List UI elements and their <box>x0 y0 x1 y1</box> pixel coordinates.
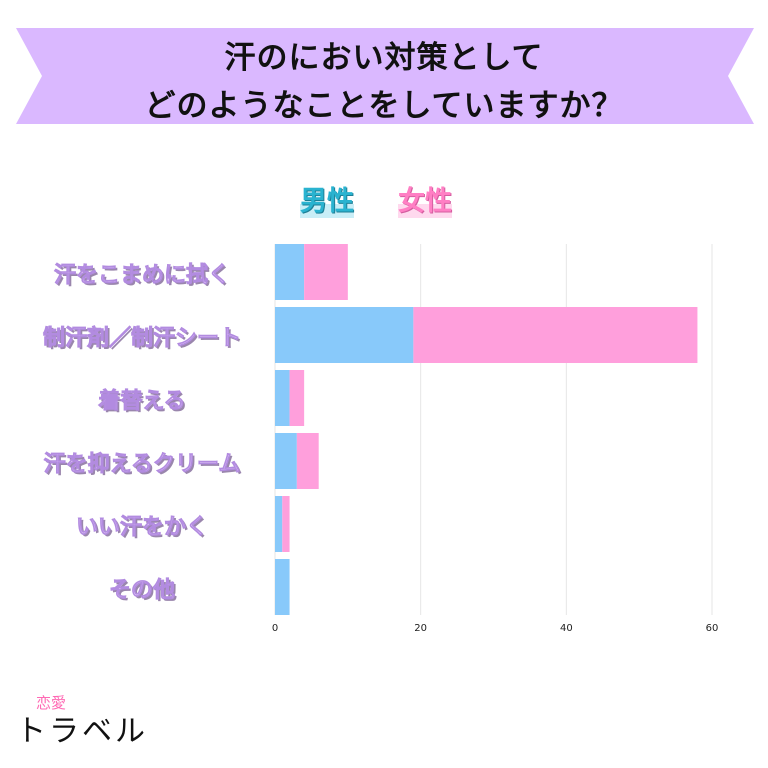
category-label: 制汗剤／制汗シート <box>42 326 242 352</box>
x-tick-labels: 0 20 40 60 <box>272 623 719 634</box>
category-label: その他 <box>108 578 176 604</box>
bars <box>275 244 698 615</box>
bar-male <box>275 496 283 552</box>
bar-female <box>289 370 305 426</box>
bar-female <box>296 433 319 489</box>
legend-female-label: 女性 <box>398 186 452 217</box>
bar-male <box>275 559 290 615</box>
bar-female <box>304 244 348 300</box>
legend-female: 女性 <box>398 184 452 220</box>
x-tick-label: 0 <box>272 623 278 634</box>
category-label: 汗を抑えるクリーム <box>43 452 241 478</box>
x-tick-label: 60 <box>706 623 719 634</box>
banner-shape <box>16 28 754 124</box>
bar-female <box>413 307 698 363</box>
legend-male-label: 男性 <box>300 186 354 217</box>
x-tick-label: 40 <box>560 623 573 634</box>
category-label: 汗をこまめに拭く <box>53 263 231 289</box>
bar-male <box>275 307 414 363</box>
grid-lines <box>274 244 713 615</box>
title-line-2: どのようなことをしていますか？ <box>144 88 624 124</box>
bar-male <box>275 244 305 300</box>
title-banner: 汗のにおい対策として どのようなことをしていますか？ <box>0 0 768 150</box>
category-label: いい汗をかく <box>75 515 209 541</box>
category-label: 着替える <box>98 389 186 415</box>
brand-logo: 恋愛 トラベル <box>10 692 150 752</box>
legend-male: 男性 <box>300 184 354 220</box>
bar-female <box>282 496 290 552</box>
title-line-1: 汗のにおい対策として <box>224 40 544 76</box>
bar-male <box>275 433 297 489</box>
banner-ribbon <box>16 28 754 124</box>
brand-logo-small: 恋愛 <box>36 694 67 712</box>
brand-logo-main: トラベル <box>16 714 148 749</box>
x-tick-label: 20 <box>414 623 427 634</box>
bar-male <box>275 370 290 426</box>
